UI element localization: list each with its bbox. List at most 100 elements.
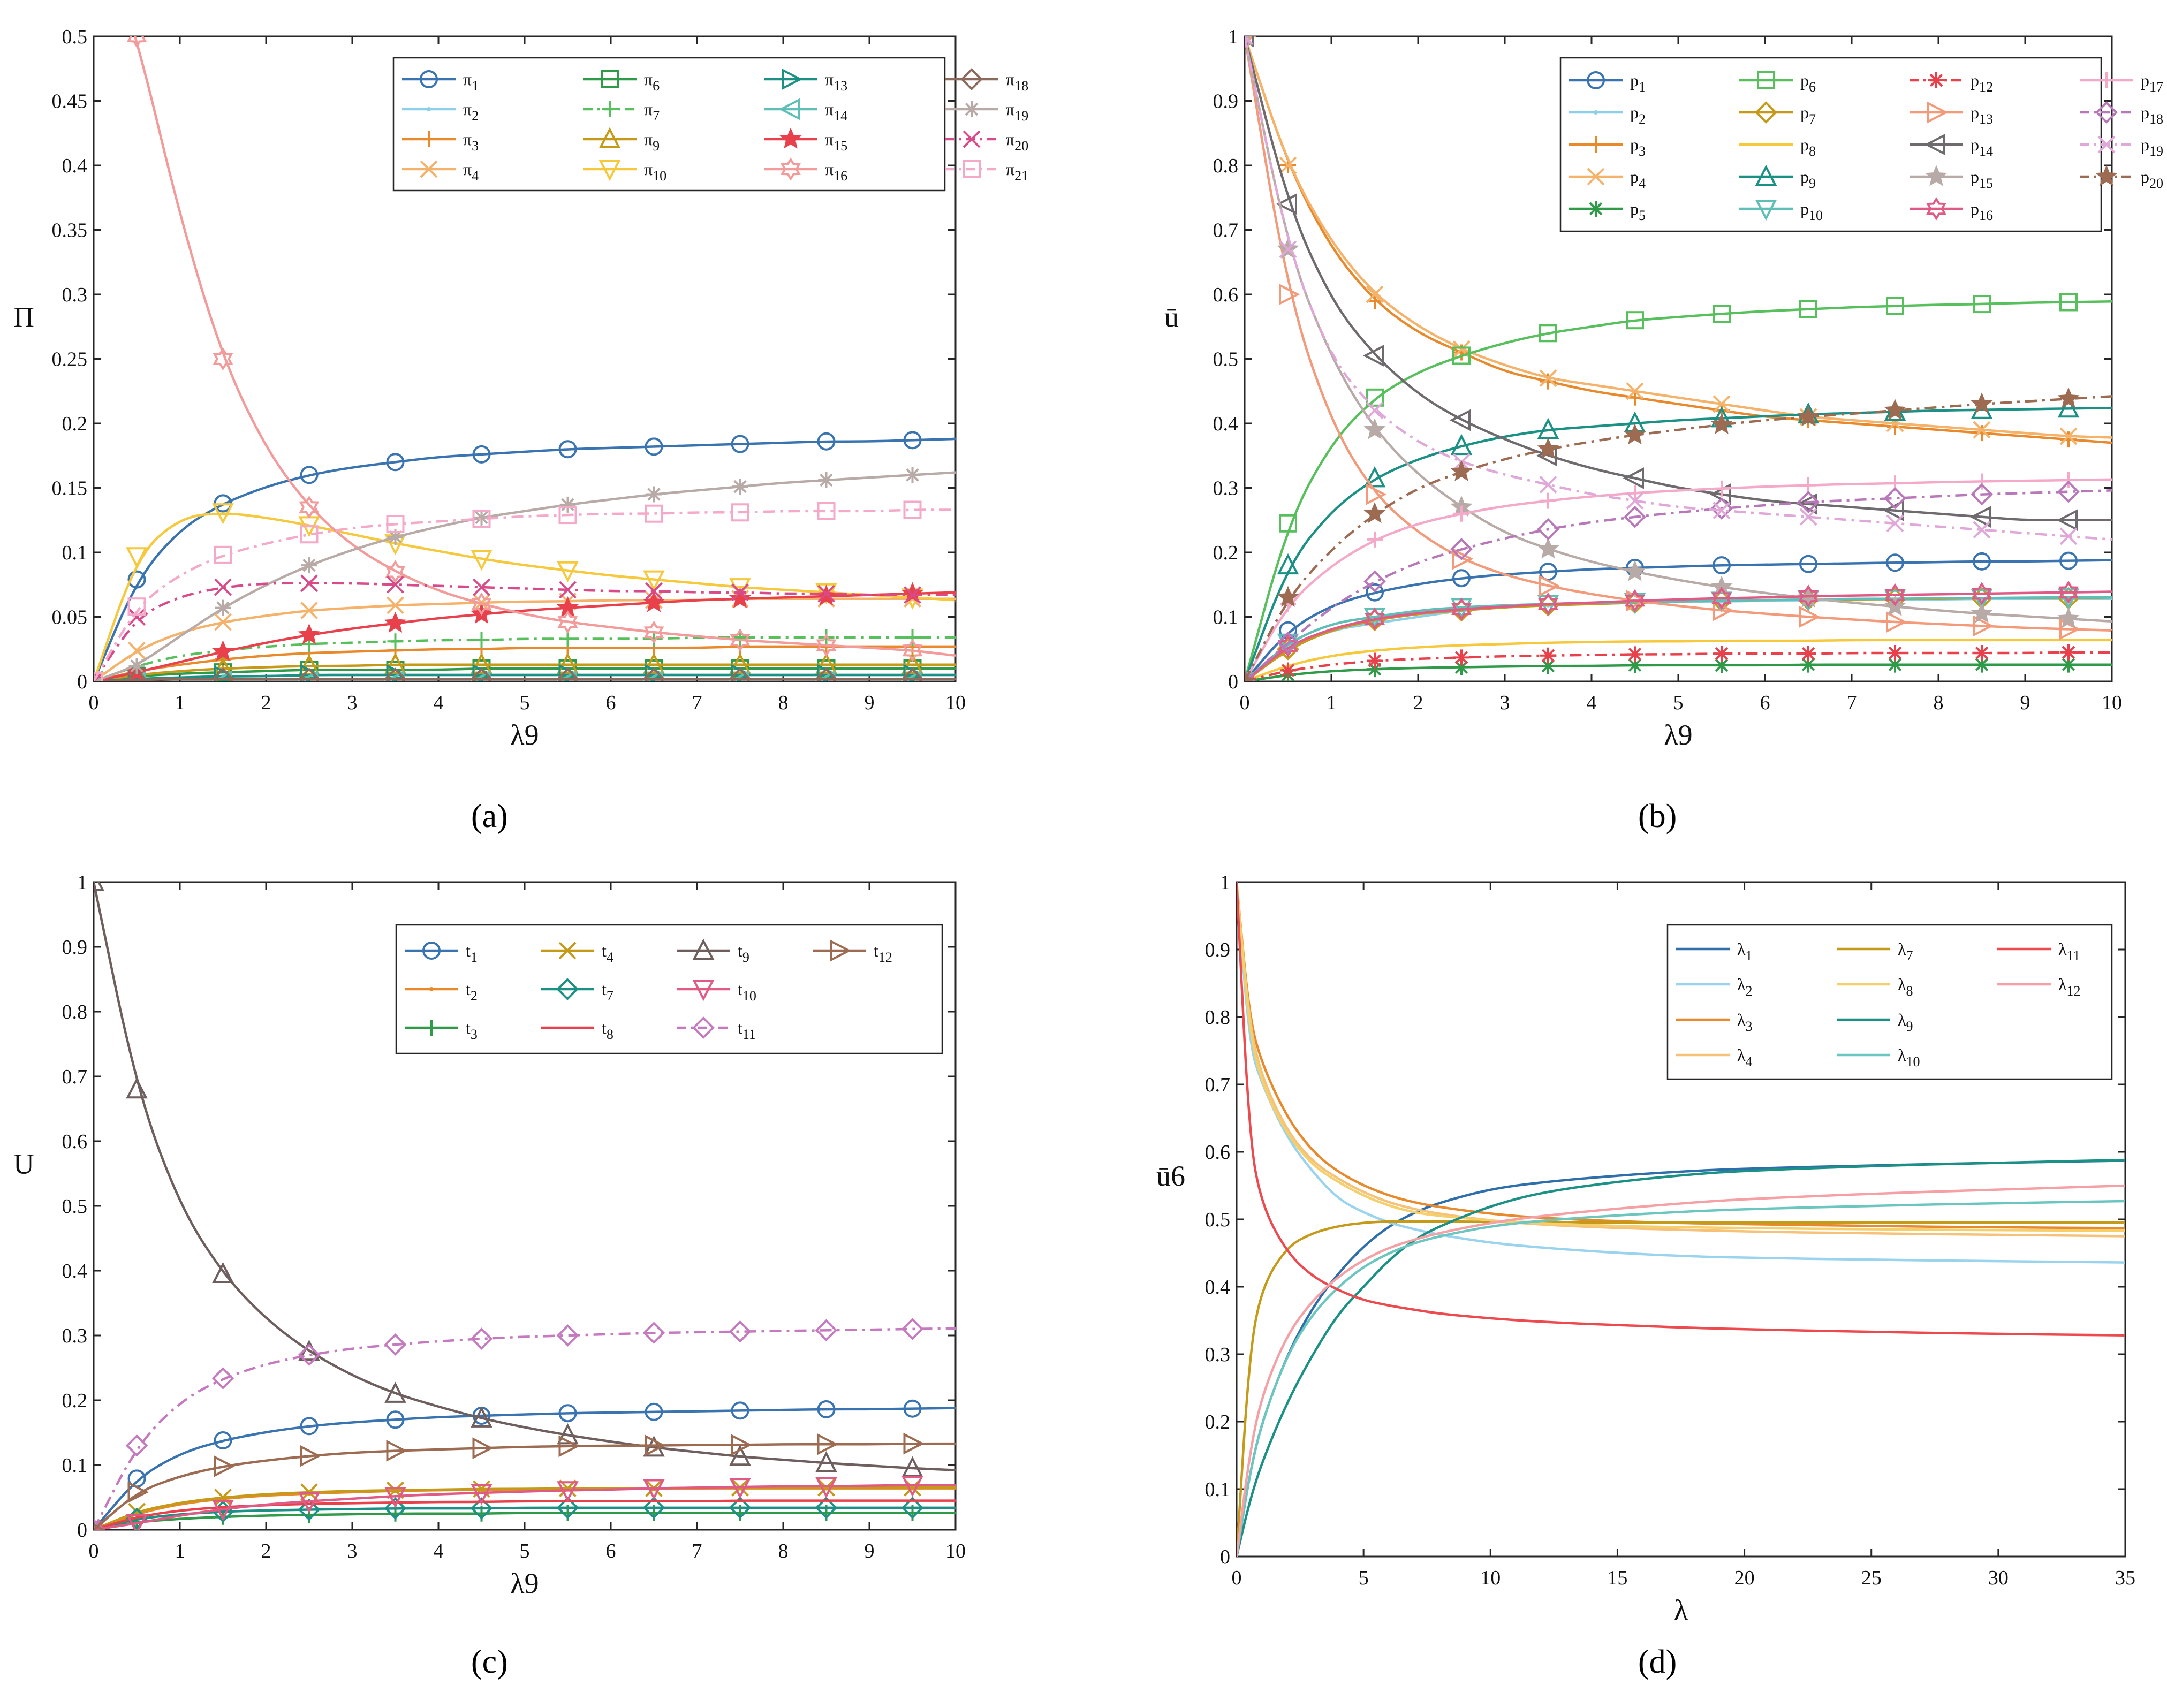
series-line-t7 <box>94 1506 956 1530</box>
legend-entry-14: π14 <box>764 98 847 124</box>
point-14-17 <box>814 670 836 681</box>
series-t12 <box>94 1432 956 1530</box>
point-19-7 <box>387 529 404 545</box>
legend-label-subscript: 7 <box>1809 111 1816 127</box>
point-4-7 <box>387 596 404 614</box>
legend-label-base: p <box>1800 167 1809 186</box>
legend-label-subscript: 11 <box>742 1027 756 1042</box>
point-p6-19 <box>2059 293 2078 312</box>
point-p12-3 <box>1367 652 1383 669</box>
point-19-11 <box>559 496 576 513</box>
point-p6-11 <box>1713 305 1731 323</box>
legend-label-subscript: 8 <box>1906 983 1913 999</box>
legend-label-subscript: 13 <box>834 78 847 94</box>
point-p19-17 <box>1973 521 1991 539</box>
legend: π1π2π3π4π6π7π9π10π13π14π15π16π18π19π20π2… <box>392 57 1028 192</box>
point-t12-9 <box>472 1437 494 1459</box>
legend-entry-p13: p13 <box>1910 101 1993 127</box>
legend-marker-14 <box>778 98 800 120</box>
point-t7-19 <box>901 1497 924 1519</box>
legend-label-p9: p9 <box>1800 167 1816 191</box>
x-tick-label-7: 7 <box>692 692 702 714</box>
point-10-1 <box>126 547 148 568</box>
legend-label-p19: p19 <box>2141 135 2163 159</box>
legend-box <box>1559 57 2102 232</box>
legend-label-10: λ10 <box>1898 1045 1920 1069</box>
point-t7-5 <box>298 1498 321 1521</box>
point-p9-19 <box>2057 396 2080 418</box>
point-p17-19 <box>2060 472 2077 489</box>
point-20-9 <box>473 578 490 596</box>
legend-label-subscript: 12 <box>878 950 892 965</box>
point-p1-3 <box>1366 583 1384 602</box>
point-t11-7 <box>384 1333 407 1356</box>
x-tick-label-4: 4 <box>1587 692 1597 714</box>
legend-marker-1 <box>420 70 438 88</box>
point-9-7 <box>384 652 406 674</box>
point-p20-17 <box>1971 392 1993 414</box>
point-18-15 <box>729 667 752 681</box>
series-19 <box>94 467 956 681</box>
point-p19-7 <box>1539 476 1557 494</box>
legend-label-base: λ <box>1737 939 1746 959</box>
legend-label-subscript: 19 <box>1014 108 1028 124</box>
point-p13-1 <box>1279 283 1300 306</box>
series-1 <box>94 431 956 681</box>
point-p20-15 <box>1884 399 1906 420</box>
point-p19-1 <box>1279 240 1297 259</box>
legend-entry-2: λ2 <box>1676 975 1753 999</box>
legend-label-8: λ8 <box>1898 975 1913 999</box>
point-p1-5 <box>1452 569 1471 588</box>
point-14-15 <box>728 670 749 681</box>
point-t12-11 <box>558 1435 580 1458</box>
y-tick-label-1: 1 <box>1228 26 1238 48</box>
point-t11-0 <box>94 1519 105 1530</box>
legend-label-subscript: 3 <box>471 1027 478 1042</box>
legend-label-subscript: 9 <box>1906 1019 1913 1034</box>
legend-label-base: π <box>644 160 653 179</box>
legend-entry-19: π19 <box>945 100 1028 124</box>
y-tick-label-0-4: 0.4 <box>1213 413 1239 435</box>
legend-label-subscript: 13 <box>1979 111 1993 127</box>
legend-box <box>1666 924 2113 1080</box>
point-p17-17 <box>1974 473 1990 490</box>
legend-entry-p7: p7 <box>1739 101 1816 127</box>
point-t4-17 <box>817 1478 835 1497</box>
legend-label-p14: p14 <box>1971 135 1993 159</box>
y-tick-label-0-5: 0.5 <box>62 1195 88 1218</box>
y-tick-label-0-6: 0.6 <box>62 1130 88 1153</box>
point-p5-11 <box>1714 657 1730 673</box>
y-tick-label-0-3: 0.3 <box>62 1325 88 1347</box>
legend-label-subscript: 6 <box>653 78 660 94</box>
point-t11-11 <box>556 1324 579 1347</box>
series-p6 <box>1245 293 2112 681</box>
x-tick-label-3: 3 <box>347 1540 358 1562</box>
point-20-3 <box>214 578 232 596</box>
legend-label-base: π <box>825 130 834 149</box>
legend-label-base: p <box>2141 103 2149 122</box>
legend-marker-20 <box>963 130 981 148</box>
legend-label-21: π21 <box>1006 160 1028 184</box>
series-line-t11 <box>94 1327 956 1530</box>
legend-label-base: p <box>1800 71 1809 90</box>
legend-label-base: p <box>1971 135 1979 154</box>
legend-label-p8: p8 <box>1800 135 1816 159</box>
series-line-16 <box>133 36 956 657</box>
y-tick-label-0-35: 0.35 <box>52 219 88 242</box>
y-tick-label-0: 0 <box>1220 1546 1230 1568</box>
point-t9-1 <box>126 1077 148 1099</box>
legend-label-p15: p15 <box>1971 167 1993 191</box>
legend-entry-t10: t10 <box>677 980 756 1004</box>
x-tick-label-10: 10 <box>2102 692 2122 714</box>
legend-label-4: π4 <box>463 160 479 184</box>
point-p6-5 <box>1452 346 1471 365</box>
y-tick-label-0-1: 0.1 <box>62 542 88 564</box>
legend-entry-p12: p12 <box>1910 71 1993 95</box>
legend-marker-p13 <box>1927 101 1949 124</box>
x-tick-label-9: 9 <box>865 1540 875 1562</box>
chart-panel-a: 0 1 2 3 4 5 6 7 8 9 10 0 0.05 0.1 0.15 0.2 0.25 0.3 0.35 0.… <box>13 26 1028 751</box>
series-line-p1 <box>1245 559 2112 681</box>
legend-label-subscript: 11 <box>2067 948 2080 963</box>
legend-entry-2: π2 <box>402 100 479 124</box>
x-tick-label-1: 1 <box>175 692 185 714</box>
